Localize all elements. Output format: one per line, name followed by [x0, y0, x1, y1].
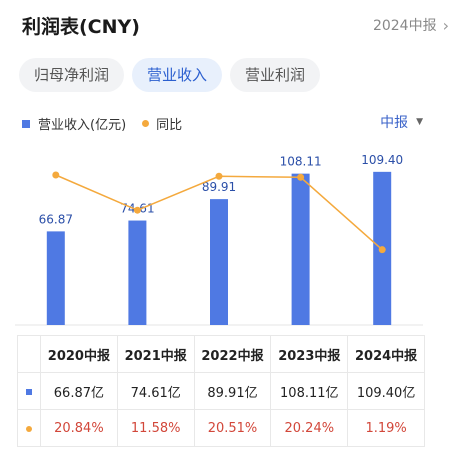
yoy-key: [17, 409, 41, 447]
table-header: 2020中报: [40, 335, 118, 373]
revenue-key: [17, 372, 41, 410]
legend-bar-swatch: [22, 119, 30, 128]
metric-tabs: 归母净利润 营业收入 营业利润: [19, 58, 321, 92]
table-header: 2024中报: [347, 335, 425, 373]
bar-value-label: 89.91: [202, 180, 236, 194]
bar: [291, 173, 310, 325]
legend-line-swatch: [142, 120, 150, 127]
bar-value-label: 66.87: [39, 212, 73, 226]
yoy-point: [133, 206, 141, 214]
header: 利润表(CNY) 2024中报 ›: [0, 0, 471, 48]
yoy-point: [52, 171, 60, 179]
chart-legend: 营业收入(亿元) 同比: [22, 114, 182, 133]
table-cell: 20.24%: [270, 409, 349, 447]
line-swatch-icon: [26, 425, 32, 432]
table-cell: 20.51%: [193, 409, 272, 447]
table-cell: 11.58%: [116, 409, 195, 447]
table-header: 2022中报: [193, 335, 272, 373]
yoy-point: [297, 173, 305, 181]
data-table: 2020中报 2021中报 2022中报 2023中报 2024中报 66.87…: [17, 335, 425, 447]
table-row-revenue: 66.87亿 74.61亿 89.91亿 108.11亿 109.40亿: [17, 372, 425, 410]
table-header-row: 2020中报 2021中报 2022中报 2023中报 2024中报: [17, 335, 425, 373]
period-dropdown-label: 中报: [380, 115, 409, 131]
bar-value-label: 108.11: [280, 155, 322, 169]
table-corner: [17, 335, 41, 373]
table-header: 2021中报: [116, 335, 195, 373]
bar: [128, 220, 147, 325]
tab-net-profit[interactable]: 归母净利润: [19, 58, 125, 92]
bar-swatch-icon: [26, 388, 32, 395]
yoy-point: [215, 172, 223, 180]
period-link[interactable]: 2024中报 ›: [373, 15, 449, 35]
bar: [46, 231, 65, 325]
caret-down-icon: ▼: [416, 117, 423, 127]
table-row-yoy: 20.84% 11.58% 20.51% 20.24% 1.19%: [17, 409, 425, 447]
period-link-label: 2024中报: [372, 18, 437, 34]
tab-operating-profit[interactable]: 营业利润: [230, 58, 321, 92]
table-cell: 20.84%: [40, 409, 118, 447]
tab-revenue[interactable]: 营业收入: [132, 58, 223, 92]
yoy-point: [378, 246, 386, 254]
legend-revenue-label: 营业收入(亿元): [38, 118, 127, 133]
table-cell: 1.19%: [347, 409, 425, 447]
bar: [210, 199, 228, 325]
legend-yoy-label: 同比: [156, 118, 183, 133]
table-header: 2023中报: [270, 335, 349, 373]
table-cell: 89.91亿: [193, 372, 272, 410]
table-cell: 74.61亿: [116, 372, 195, 410]
table-cell: 108.11亿: [270, 372, 349, 410]
page-title: 利润表(CNY): [22, 16, 140, 38]
chevron-right-icon: ›: [442, 15, 449, 35]
table-cell: 109.40亿: [347, 372, 425, 410]
bar-value-label: 109.40: [361, 153, 403, 167]
period-dropdown[interactable]: 中报 ▼: [380, 112, 423, 132]
table-cell: 66.87亿: [40, 372, 118, 410]
